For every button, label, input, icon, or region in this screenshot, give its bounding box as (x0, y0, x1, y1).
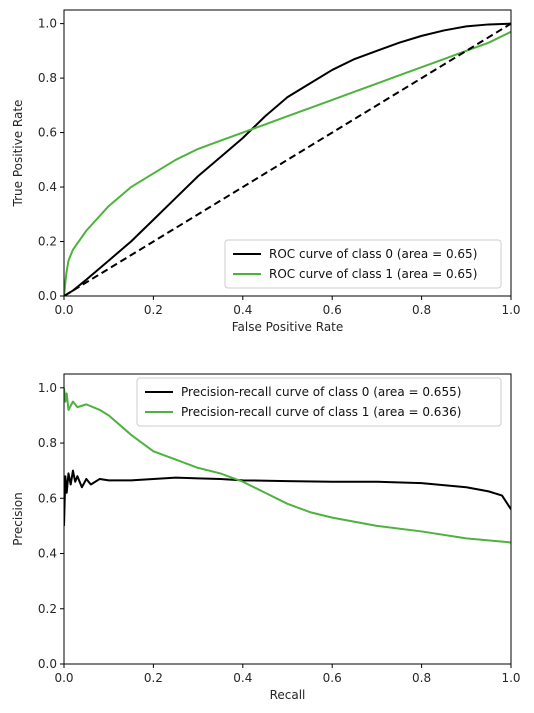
x-tick-label: 0.4 (233, 303, 252, 317)
legend: ROC curve of class 0 (area = 0.65) ROC cu… (224, 239, 502, 289)
y-tick-label: 0.2 (38, 235, 57, 249)
chart-0: 0.0 0.2 0.4 0.6 0.8 1.0 0.0 0.2 0.4 0.6 0.8 1.0 Fals… (11, 9, 521, 334)
x-axis-label: Recall (270, 688, 306, 702)
series-line-1 (64, 30, 511, 296)
series-line-1 (64, 387, 511, 544)
y-tick-label: 0.8 (38, 436, 57, 450)
legend-entry: Precision-recall curve of class 1 (area … (181, 405, 461, 419)
legend-entry: ROC curve of class 1 (area = 0.65) (269, 267, 477, 281)
series-line-0 (64, 469, 511, 526)
legend-box (224, 239, 502, 289)
x-tick-label: 0.0 (54, 671, 73, 685)
legend-box (136, 377, 502, 427)
x-axis-label: False Positive Rate (232, 320, 344, 334)
x-tick-label: 1.0 (501, 671, 520, 685)
x-tick-label: 0.8 (412, 671, 431, 685)
series-line-0 (64, 22, 511, 296)
y-tick-label: 1.0 (38, 381, 57, 395)
y-tick-label: 0.6 (38, 491, 57, 505)
y-tick-label: 1.0 (38, 17, 57, 31)
y-axis-label: True Positive Rate (11, 100, 25, 208)
x-tick-label: 0.6 (323, 303, 342, 317)
x-tick-label: 0.2 (144, 303, 163, 317)
axes-frame (63, 373, 512, 665)
y-tick-label: 0.2 (38, 602, 57, 616)
x-tick-label: 0.4 (233, 671, 252, 685)
axes-frame (63, 9, 512, 297)
y-tick-label: 0.0 (38, 657, 57, 671)
y-tick-label: 0.4 (38, 547, 57, 561)
y-tick-label: 0.8 (38, 71, 57, 85)
chart-1: 0.0 0.2 0.4 0.6 0.8 1.0 0.0 0.2 0.4 0.6 0.8 1.0 Reca… (11, 373, 521, 702)
x-tick-label: 0.8 (412, 303, 431, 317)
x-tick-label: 0.6 (323, 671, 342, 685)
legend-entry: Precision-recall curve of class 0 (area … (181, 385, 461, 399)
legend-entry: ROC curve of class 0 (area = 0.65) (269, 247, 477, 261)
x-tick-label: 0.2 (144, 671, 163, 685)
y-tick-label: 0.0 (38, 289, 57, 303)
y-axis-label: Precision (11, 492, 25, 546)
x-tick-label: 1.0 (501, 303, 520, 317)
y-tick-label: 0.6 (38, 126, 57, 140)
legend: Precision-recall curve of class 0 (area … (136, 377, 502, 427)
y-tick-label: 0.4 (38, 180, 57, 194)
x-tick-label: 0.0 (54, 303, 73, 317)
